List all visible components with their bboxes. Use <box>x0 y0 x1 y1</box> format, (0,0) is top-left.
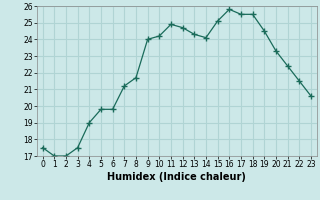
X-axis label: Humidex (Indice chaleur): Humidex (Indice chaleur) <box>108 172 246 182</box>
